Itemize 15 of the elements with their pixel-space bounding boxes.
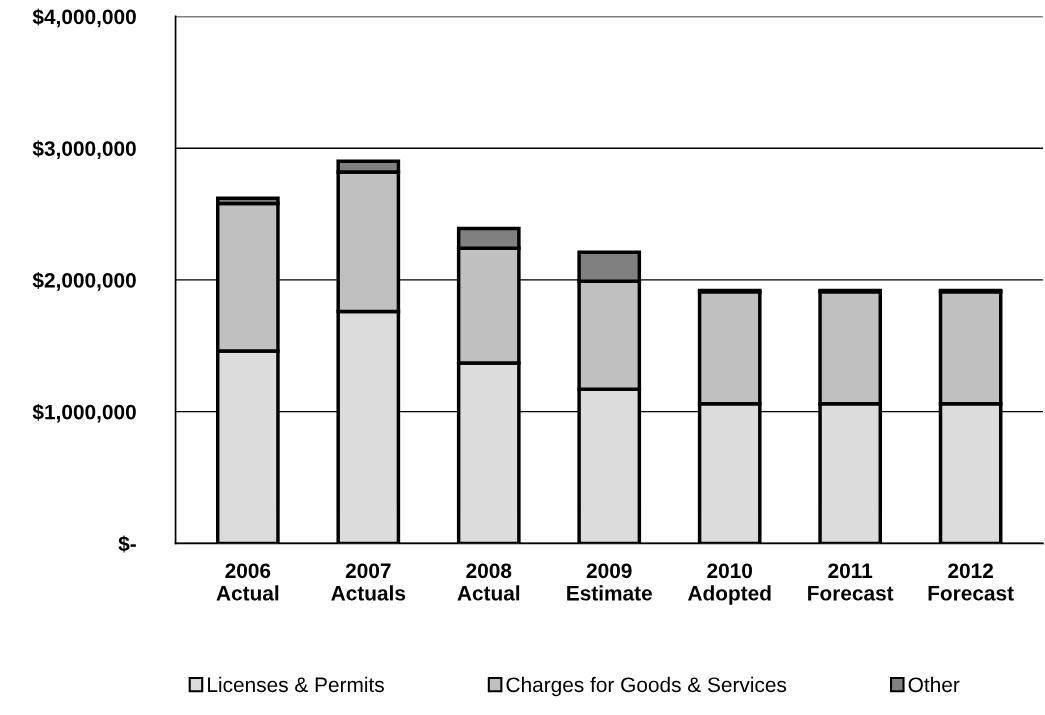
x-tick-label: 2006 Actual	[216, 563, 279, 601]
legend-label: Other	[908, 676, 960, 693]
x-tick-label: 2007 Actuals	[331, 563, 406, 601]
y-tick-label: $3,000,000	[32, 140, 136, 159]
y-tick-label: $2,000,000	[32, 272, 136, 291]
y-tick-label: $-	[118, 535, 136, 553]
legend-label: Charges for Goods & Services	[506, 676, 787, 697]
y-tick-label: $1,000,000	[32, 403, 136, 423]
x-tick-label: 2011 Forecast	[808, 563, 894, 601]
legend-label: Licenses & Permits	[208, 676, 384, 693]
x-tick-label: 2012 Forecast	[928, 563, 1014, 601]
x-tick-label: 2008 Actual	[457, 563, 520, 601]
y-tick-label: $4,000,000	[32, 8, 136, 28]
x-tick-label: 2009 Estimate	[567, 563, 652, 601]
x-tick-label: 2010 Adopted	[687, 563, 771, 605]
